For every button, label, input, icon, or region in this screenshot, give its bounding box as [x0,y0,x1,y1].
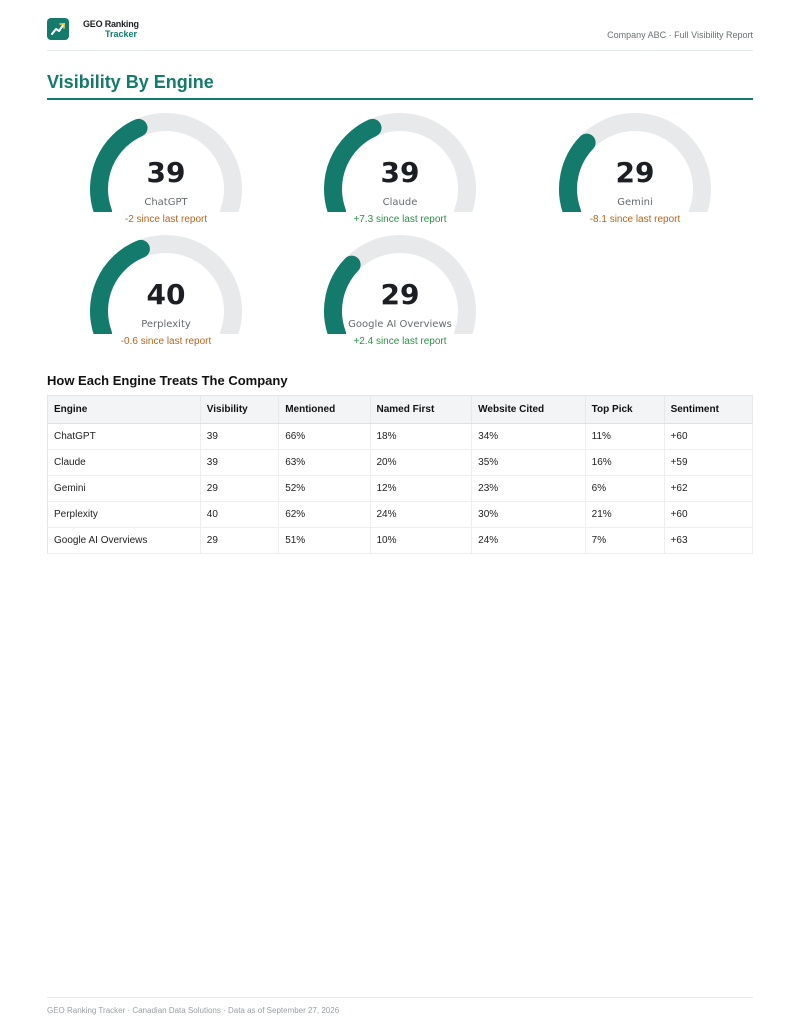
table-cell: 12% [370,475,473,502]
gauge-gemini: 29 Gemini -8.1 since last report [535,112,735,232]
table-cell: 7% [585,527,665,554]
table-cell: 6% [585,475,665,502]
table-cell: 24% [471,527,586,554]
column-header: Named First [370,395,473,424]
gauge-arc [324,235,476,334]
gauge-value: 39 [146,156,186,189]
table-cell: 10% [370,527,473,554]
section-divider [47,98,753,100]
gauge-value: 29 [615,156,655,189]
column-header: Top Pick [585,395,665,424]
table-header-row: Engine Visibility Mentioned Named First Webs… [47,395,754,424]
table-cell: +60 [664,423,754,450]
gauge-change: -8.1 since last report [589,214,681,225]
column-header: Website Cited [471,395,586,424]
footer-divider [47,997,753,998]
table-cell: 39 [200,423,280,450]
gauge-engine-label: Claude [382,197,418,208]
gauge-change: -2 since last report [124,214,208,225]
table-cell: Google AI Overviews [47,527,201,554]
table-cell: Perplexity [47,501,201,528]
table-cell: 40 [200,501,280,528]
gauge-change: +7.3 since last report [353,214,447,225]
gauge-arc [324,113,476,212]
chart-trend-icon [47,18,69,40]
table-cell: 20% [370,449,473,476]
column-header: Visibility [200,395,280,424]
gauge-engine-label: Gemini [617,197,653,208]
section-title: Visibility By Engine [47,72,214,92]
column-header: Mentioned [278,395,371,424]
table-cell: 29 [200,475,280,502]
table-cell: 51% [278,527,371,554]
column-header: Sentiment [664,395,754,424]
table-cell: 24% [370,501,473,528]
table-cell: 16% [585,449,665,476]
table-cell: +60 [664,501,754,528]
column-header: Engine [47,395,201,424]
engine-table: Engine Visibility Mentioned Named First Webs… [47,395,754,554]
table-cell: 18% [370,423,473,450]
table-cell: Gemini [47,475,201,502]
gauge-change: +2.4 since last report [353,336,447,347]
gauge-claude: 39 Claude +7.3 since last report [300,112,500,232]
gauge-value: 40 [146,278,186,311]
table-row: ChatGPT 39 66% 18% 34% 11% +60 [47,423,754,450]
gauge-engine-label: ChatGPT [144,197,188,208]
table-row: Claude 39 63% 20% 35% 16% +59 [47,449,754,476]
table-cell: 29 [200,527,280,554]
gauge-fill [324,255,361,334]
table-cell: 62% [278,501,371,528]
logo-line1: GEO Ranking [83,19,139,29]
gauge-google-ai-overviews: 29 Google AI Overviews +2.4 since last rep… [300,234,500,354]
logo: GEO Ranking Tracker [47,18,139,40]
gauge-value: 29 [380,278,420,311]
table-title: How Each Engine Treats The Company [47,373,288,388]
table-cell: +62 [664,475,754,502]
gauge-engine-label: Perplexity [141,319,191,330]
table-cell: +63 [664,527,754,554]
table-row: Perplexity 40 62% 24% 30% 21% +60 [47,501,754,528]
table-cell: 63% [278,449,371,476]
gauge-change: -0.6 since last report [120,336,212,347]
gauge-fill [90,239,150,334]
table-cell: 21% [585,501,665,528]
table-cell: ChatGPT [47,423,201,450]
gauge-fill [90,118,148,212]
table-cell: 23% [471,475,586,502]
table-cell: +59 [664,449,754,476]
gauge-fill [324,118,382,212]
gauge-engine-label: Google AI Overviews [348,319,452,330]
table-cell: 30% [471,501,586,528]
table-cell: Claude [47,449,201,476]
table-cell: 35% [471,449,586,476]
table-row: Gemini 29 52% 12% 23% 6% +62 [47,475,754,502]
gauge-value: 39 [380,156,420,189]
gauge-arc [559,113,711,212]
table-cell: 52% [278,475,371,502]
report-subtitle: Company ABC · Full Visibility Report [607,30,753,40]
table-row: Google AI Overviews 29 51% 10% 24% 7% +63 [47,527,754,554]
gauge-perplexity: 40 Perplexity -0.6 since last report [66,234,266,354]
table-cell: 11% [585,423,665,450]
table-cell: 34% [471,423,586,450]
table-cell: 66% [278,423,371,450]
report-header: GEO Ranking Tracker Company ABC · Full V… [47,18,753,51]
gauge-arc [90,113,242,212]
gauge-chatgpt: 39 ChatGPT -2 since last report [66,112,266,232]
gauge-fill [559,133,596,212]
footer-text: GEO Ranking Tracker · Canadian Data Solu… [47,1006,340,1015]
gauge-arc [90,235,242,334]
logo-line2: Tracker [105,29,138,39]
table-cell: 39 [200,449,280,476]
